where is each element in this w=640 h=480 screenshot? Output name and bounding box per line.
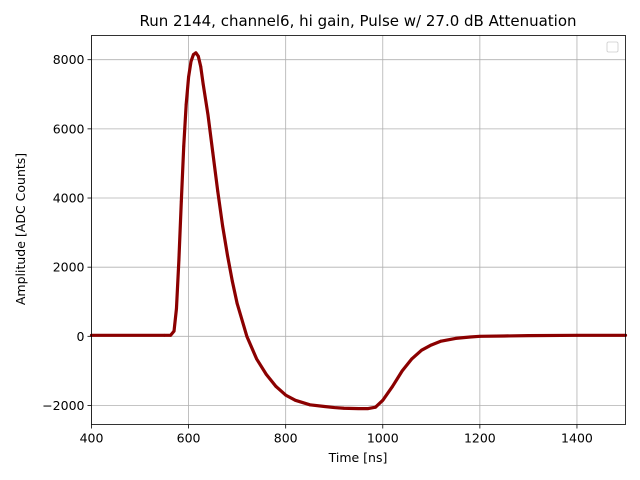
y-tick-label: −2000: [42, 398, 84, 413]
y-tick-label: 2000: [53, 260, 85, 275]
data-point: [293, 398, 297, 402]
data-point: [332, 406, 336, 409]
data-point: [187, 75, 190, 79]
data-point: [478, 334, 482, 338]
data-point: [274, 385, 278, 388]
data-point: [502, 334, 506, 338]
y-axis-ticks: −2000 0 2000 4000 6000 8000: [42, 52, 92, 413]
y-tick-label: 4000: [53, 191, 85, 206]
x-axis-ticks: 400 600 800 1000 1200 1400: [80, 424, 593, 446]
x-tick-label: 400: [80, 431, 104, 446]
data-point: [192, 53, 195, 56]
data-point: [391, 385, 394, 388]
data-point: [201, 82, 205, 86]
data-point: [381, 398, 385, 402]
data-point: [264, 372, 268, 376]
x-tick-label: 1200: [464, 431, 496, 446]
data-point: [468, 335, 472, 339]
x-tick-label: 1400: [561, 431, 593, 446]
pulse-trace: [89, 51, 628, 411]
data-point: [182, 144, 186, 148]
y-tick-label: 0: [77, 329, 85, 344]
data-point: [179, 200, 183, 203]
data-point: [527, 334, 530, 338]
data-series: [89, 51, 628, 411]
data-point: [400, 369, 404, 373]
data-point: [184, 103, 188, 107]
data-point: [216, 189, 220, 193]
x-tick-label: 800: [274, 431, 298, 446]
grid: [91, 35, 626, 425]
data-point: [162, 333, 166, 337]
data-point: [230, 279, 234, 283]
data-point: [454, 337, 457, 340]
y-tick-label: 8000: [53, 52, 85, 67]
x-tick-label: 1000: [367, 431, 399, 446]
data-point: [175, 307, 178, 311]
x-tick-label: 600: [177, 431, 201, 446]
data-point: [410, 357, 414, 361]
data-point: [420, 348, 424, 352]
data-point: [308, 403, 312, 407]
data-point: [245, 334, 249, 338]
data-point: [374, 405, 377, 409]
data-point: [429, 343, 433, 347]
data-point: [439, 339, 443, 343]
data-point: [196, 54, 200, 58]
data-point: [189, 60, 193, 63]
data-point: [366, 407, 370, 410]
data-point: [199, 65, 203, 69]
y-axis-label: Amplitude [ADC Counts]: [13, 153, 28, 305]
data-point: [177, 258, 181, 262]
x-axis-label: Time [ns]: [328, 450, 388, 465]
data-point: [172, 329, 176, 333]
data-point: [169, 333, 173, 337]
data-point: [226, 253, 229, 257]
data-point: [235, 302, 239, 305]
data-point: [575, 333, 579, 337]
data-point: [323, 405, 326, 408]
data-point: [194, 51, 198, 55]
plot-frame: [91, 35, 626, 425]
data-point: [211, 151, 215, 155]
data-point: [221, 224, 224, 228]
y-tick-label: 6000: [53, 121, 85, 136]
data-point: [357, 407, 360, 410]
legend-box: [606, 41, 619, 53]
data-point: [255, 357, 258, 361]
chart-title: Run 2144, channel6, hi gain, Pulse w/ 27…: [139, 12, 576, 30]
data-point: [206, 113, 210, 117]
data-point: [284, 393, 288, 397]
data-point: [342, 406, 346, 410]
